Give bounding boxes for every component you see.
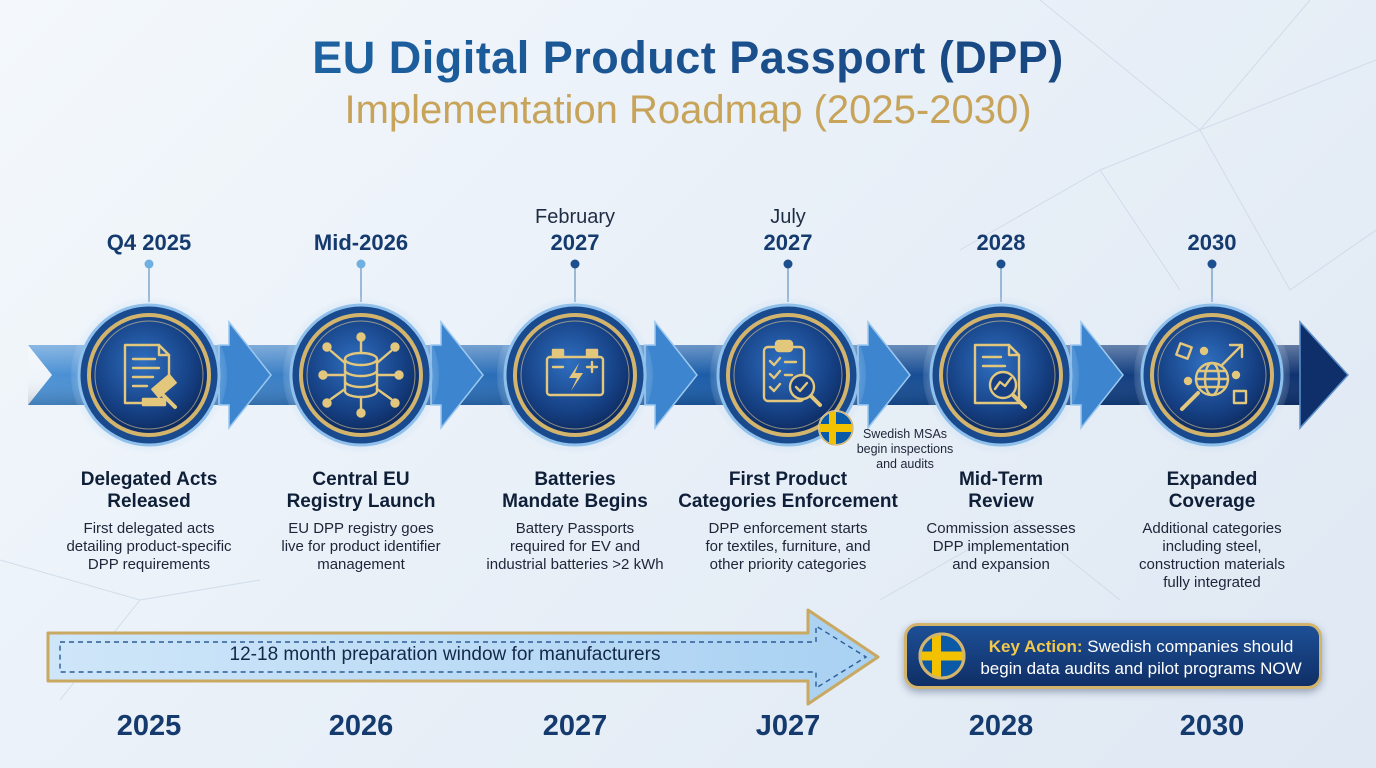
- milestone-title-4: First Product Categories Enforcement: [678, 469, 898, 512]
- year-label-5: 2028: [968, 710, 1034, 742]
- key-action-box: Key Action: Swedish companies should beg…: [904, 623, 1322, 689]
- connector-dot-6: [1207, 259, 1217, 269]
- year-label-1: 2025: [116, 710, 182, 742]
- milestone-description-4: DPP enforcement starts for textiles, furn…: [705, 520, 871, 573]
- connector-dot-4: [783, 259, 793, 269]
- milestone-description-5: Commission assesses DPP implementation and…: [926, 520, 1076, 573]
- milestone-title-6: Expanded Coverage: [1166, 469, 1258, 512]
- chevron-arrow-4: [857, 319, 911, 431]
- milestone-title-2: Central EU Registry Launch: [286, 469, 436, 512]
- milestone-title-1: Delegated Acts Released: [80, 469, 218, 512]
- swedish-flag-icon: [918, 632, 966, 680]
- chevron-arrow-1: [218, 319, 272, 431]
- year-label-4: J027: [755, 710, 821, 742]
- milestone-description-3: Battery Passports required for EV and indu…: [486, 520, 664, 573]
- year-label-6: 2030: [1179, 710, 1245, 742]
- key-action-label: Key Action:: [988, 637, 1083, 656]
- connector-dot-3: [570, 259, 580, 269]
- milestone-date-4: July 2027: [763, 206, 813, 255]
- milestone-description-6: Additional categories including steel, con…: [1139, 520, 1285, 591]
- battery-icon: [545, 348, 605, 397]
- milestone-description-1: First delegated acts detailing product-sp…: [66, 520, 232, 573]
- milestone-title-3: Batteries Mandate Begins: [502, 469, 648, 512]
- milestone-title-5: Mid-Term Review: [958, 469, 1044, 512]
- swedish-msa-note: Swedish MSAs begin inspections and audits: [856, 427, 954, 471]
- chevron-arrow-2: [430, 319, 484, 431]
- milestone-date-2: Mid-2026: [313, 230, 409, 255]
- milestone-date-1: Q4 2025: [106, 230, 192, 255]
- page-title: EU Digital Product Passport (DPP): [0, 32, 1376, 84]
- milestone-circle-5: [923, 297, 1079, 453]
- milestone-circle-1: [71, 297, 227, 453]
- milestone-date-6: 2030: [1187, 230, 1237, 255]
- chevron-arrow-5: [1070, 319, 1124, 431]
- year-label-2: 2026: [328, 710, 394, 742]
- preparation-window-label: 12-18 month preparation window for manuf…: [229, 644, 661, 665]
- key-action-text: Key Action: Swedish companies should beg…: [980, 637, 1302, 678]
- milestone-date-3: February 2027: [534, 206, 616, 255]
- report-magnifier-icon: [973, 343, 1027, 409]
- milestone-circle-6: [1134, 297, 1290, 453]
- database-network-icon: [318, 332, 404, 418]
- preparation-window-arrow: [46, 608, 880, 706]
- connector-dot-5: [996, 259, 1006, 269]
- document-gavel-icon: [123, 343, 177, 409]
- connector-dot-1: [144, 259, 154, 269]
- chevron-arrow-3: [644, 319, 698, 431]
- page-subtitle: Implementation Roadmap (2025-2030): [344, 88, 1032, 132]
- date-connectors: [144, 259, 1217, 302]
- network-decoration: [0, 0, 1376, 701]
- chevron-arrow-end: [1299, 320, 1350, 430]
- timeline-chevrons: [218, 319, 1350, 431]
- swedish-msa-flag-icon: [818, 410, 854, 446]
- year-label-3: 2027: [542, 710, 608, 742]
- clipboard-check-icon: [762, 339, 822, 407]
- milestone-date-5: 2028: [976, 230, 1026, 255]
- globe-expansion-icon: [1175, 342, 1248, 411]
- milestone-description-2: EU DPP registry goes live for product ide…: [281, 520, 441, 573]
- connector-dot-2: [356, 259, 366, 269]
